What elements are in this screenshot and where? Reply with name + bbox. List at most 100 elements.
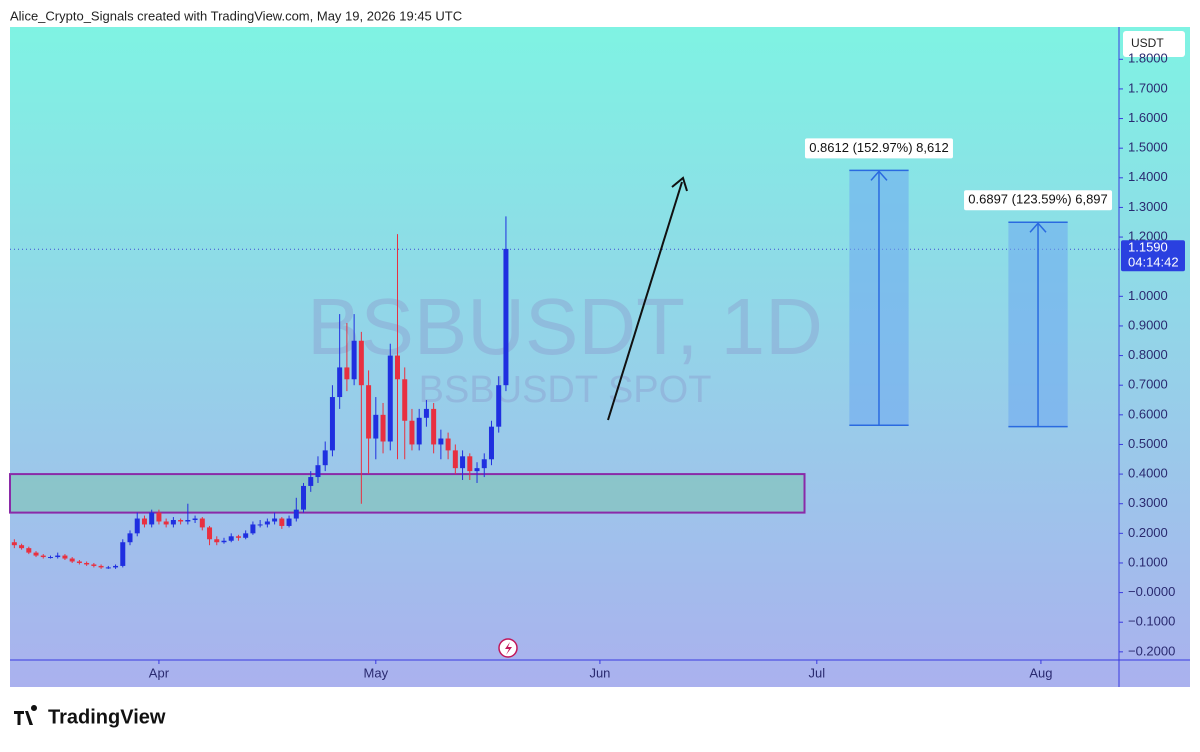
candle-body: [380, 414, 386, 442]
y-tick-label: 0.9000: [1128, 317, 1168, 332]
candle-body: [503, 248, 509, 386]
event-icon-bolt: [505, 642, 512, 655]
candle-body: [62, 555, 68, 559]
candle-body: [488, 426, 494, 460]
candle-body: [170, 520, 176, 525]
measure-label: 0.6897 (123.59%) 6,897: [968, 192, 1108, 207]
last-price-box: [1121, 240, 1185, 272]
plot: [9, 169, 1119, 569]
candle-body: [387, 355, 393, 442]
candle-body: [185, 520, 191, 522]
candle-body: [366, 385, 372, 439]
candle-body: [192, 518, 198, 521]
countdown: 04:14:42: [1128, 255, 1179, 270]
candle-body: [120, 542, 126, 566]
candle-body: [423, 408, 429, 418]
candle-body: [76, 561, 82, 563]
arrow: [607, 181, 683, 421]
y-tick-label: 1.0000: [1128, 288, 1168, 303]
last-price-label: 1.1590: [1128, 240, 1168, 255]
candle-body: [416, 417, 422, 445]
candle-body: [134, 518, 140, 534]
candle-body: [351, 340, 357, 380]
candle-body: [26, 548, 32, 553]
candle-body: [84, 562, 90, 565]
candle-body: [250, 524, 256, 534]
candle-body: [286, 518, 292, 526]
candle-body: [460, 456, 466, 469]
candle-body: [214, 539, 220, 543]
y-tick-label: 0.6000: [1128, 406, 1168, 421]
candle-body: [228, 536, 234, 541]
y-tick-label: 1.8000: [1128, 51, 1168, 66]
candle-body: [69, 558, 75, 562]
candle-body: [467, 456, 473, 472]
candle-body: [98, 565, 104, 568]
candle-body: [55, 555, 61, 558]
candle-body: [91, 564, 97, 566]
measure-label: 0.8612 (152.97%) 8,612: [809, 140, 949, 155]
candle-body: [178, 520, 184, 522]
candle-body: [373, 414, 379, 439]
candle-body: [322, 450, 328, 466]
candle-body: [358, 340, 364, 386]
y-tick-label: 1.6000: [1128, 110, 1168, 125]
candle-body: [113, 565, 119, 568]
candle-body: [272, 518, 278, 522]
measure-label-bg: [804, 138, 953, 159]
y-tick-label: −0.0000: [1128, 584, 1175, 599]
candle-body: [19, 545, 25, 549]
candle-body: [293, 509, 299, 519]
candle-body: [264, 521, 270, 525]
candle-body: [315, 465, 321, 478]
chart-bg: [10, 27, 1190, 687]
y-tick-label: 0.2000: [1128, 525, 1168, 540]
support-zone: [9, 473, 806, 514]
y-tick-label: 1.7000: [1128, 80, 1168, 95]
y-tick-label: −0.1000: [1128, 614, 1175, 629]
currency: USDT: [1131, 36, 1164, 50]
candle-body: [301, 485, 307, 510]
candle-body: [474, 468, 480, 472]
candle-body: [243, 533, 249, 538]
logo-mark: [14, 705, 38, 725]
candle-body: [279, 518, 285, 526]
candle-body: [156, 512, 162, 522]
y-tick-label: 1.2000: [1128, 228, 1168, 243]
candle-body: [163, 521, 169, 525]
candle-body: [33, 552, 39, 556]
candle-body: [337, 367, 343, 398]
y-tick-label: 0.8000: [1128, 347, 1168, 362]
measure-arrow-head: [1029, 222, 1047, 233]
candle-body: [149, 512, 155, 525]
x-tick-label: Apr: [149, 665, 170, 680]
candle-body: [207, 527, 213, 540]
x-tick-label: Aug: [1029, 665, 1052, 680]
candle-body: [127, 533, 133, 543]
candle-body: [402, 379, 408, 421]
candle-body: [199, 518, 205, 528]
watermark-sub: BSBUSDT SPOT: [419, 369, 712, 411]
candle-body: [11, 542, 17, 546]
y-tick-label: 1.3000: [1128, 199, 1168, 214]
y-tick-label: 0.3000: [1128, 495, 1168, 510]
candle-body: [496, 385, 502, 427]
candle-body: [445, 438, 451, 451]
candle-body: [481, 459, 487, 469]
y-tick-label: 1.4000: [1128, 169, 1168, 184]
arrow-head: [671, 176, 688, 192]
candle-body: [141, 518, 147, 525]
y-tick-label: −0.2000: [1128, 643, 1175, 658]
candle-body: [47, 557, 53, 559]
currency-box: [1123, 31, 1185, 57]
footer: TradingView: [48, 706, 166, 728]
candle-body: [409, 420, 415, 445]
x-tick-label: Jul: [808, 665, 825, 680]
candle-body: [235, 536, 241, 538]
candle-body: [452, 450, 458, 469]
measure-label-bg: [964, 190, 1113, 211]
measure-arrow-head: [870, 170, 888, 181]
y-tick-label: 1.5000: [1128, 140, 1168, 155]
candle-body: [329, 397, 335, 451]
